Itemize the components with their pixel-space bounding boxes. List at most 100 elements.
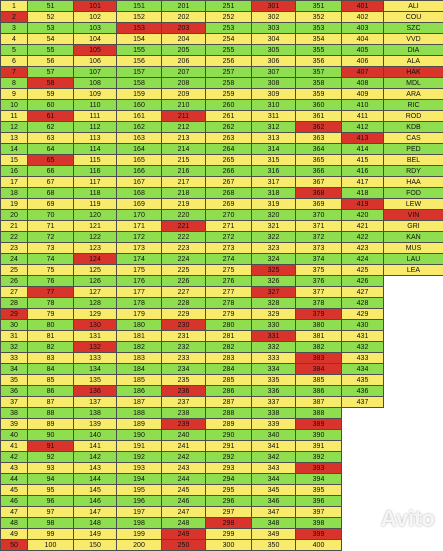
number-cell: 222 — [162, 232, 206, 243]
number-cell: 352 — [296, 12, 342, 23]
number-cell: 186 — [117, 386, 162, 397]
number-cell: 245 — [162, 485, 206, 496]
number-cell: 265 — [206, 155, 252, 166]
number-cell: 144 — [74, 474, 117, 485]
number-cell: 49 — [1, 529, 28, 540]
number-cell: 3 — [1, 23, 28, 34]
number-cell: 117 — [74, 177, 117, 188]
number-cell: 379 — [296, 309, 342, 320]
number-cell: 288 — [206, 408, 252, 419]
number-cell: 220 — [162, 210, 206, 221]
number-cell: 247 — [162, 507, 206, 518]
code-cell: LEW — [384, 199, 443, 210]
number-cell: 393 — [296, 463, 342, 474]
number-cell: 380 — [296, 320, 342, 331]
number-cell: 421 — [342, 221, 384, 232]
number-cell: 236 — [162, 386, 206, 397]
number-cell: 82 — [28, 342, 74, 353]
number-cell: 63 — [28, 133, 74, 144]
number-cell: 277 — [206, 287, 252, 298]
number-cell: 372 — [296, 232, 342, 243]
number-cell: 132 — [74, 342, 117, 353]
number-cell: 328 — [252, 298, 296, 309]
number-cell: 368 — [296, 188, 342, 199]
empty-cell — [384, 430, 443, 441]
number-cell: 157 — [117, 67, 162, 78]
number-cell: 152 — [117, 12, 162, 23]
number-cell: 165 — [117, 155, 162, 166]
number-cell: 134 — [74, 364, 117, 375]
number-cell: 200 — [117, 540, 162, 551]
number-cell: 188 — [117, 408, 162, 419]
number-cell: 412 — [342, 122, 384, 133]
number-cell: 260 — [206, 100, 252, 111]
number-cell: 149 — [74, 529, 117, 540]
number-cell: 94 — [28, 474, 74, 485]
number-cell: 405 — [342, 45, 384, 56]
number-cell: 283 — [206, 353, 252, 364]
number-cell: 61 — [28, 111, 74, 122]
avito-logo-icon — [357, 509, 377, 529]
number-cell: 300 — [206, 540, 252, 551]
number-cell: 60 — [28, 100, 74, 111]
number-cell: 25 — [1, 265, 28, 276]
number-cell: 365 — [296, 155, 342, 166]
number-cell: 208 — [162, 78, 206, 89]
number-cell: 115 — [74, 155, 117, 166]
number-cell: 183 — [117, 353, 162, 364]
number-cell: 337 — [252, 397, 296, 408]
number-cell: 376 — [296, 276, 342, 287]
number-cell: 109 — [74, 89, 117, 100]
number-cell: 172 — [117, 232, 162, 243]
number-cell: 64 — [28, 144, 74, 155]
number-cell: 378 — [296, 298, 342, 309]
number-cell: 175 — [117, 265, 162, 276]
number-cell: 232 — [162, 342, 206, 353]
number-cell: 255 — [206, 45, 252, 56]
number-cell: 358 — [296, 78, 342, 89]
number-cell: 41 — [1, 441, 28, 452]
number-cell: 155 — [117, 45, 162, 56]
number-cell: 427 — [342, 287, 384, 298]
number-cell: 263 — [206, 133, 252, 144]
number-cell: 261 — [206, 111, 252, 122]
number-cell: 197 — [117, 507, 162, 518]
number-cell: 347 — [252, 507, 296, 518]
number-cell: 398 — [296, 518, 342, 529]
number-cell: 312 — [252, 122, 296, 133]
number-cell: 44 — [1, 474, 28, 485]
number-cell: 226 — [162, 276, 206, 287]
number-cell: 270 — [206, 210, 252, 221]
code-cell: RIC — [384, 100, 443, 111]
number-cell: 7 — [1, 67, 28, 78]
number-cell: 209 — [162, 89, 206, 100]
number-cell: 201 — [162, 1, 206, 12]
number-cell: 323 — [252, 243, 296, 254]
number-cell: 242 — [162, 452, 206, 463]
empty-cell — [384, 463, 443, 474]
number-cell: 403 — [342, 23, 384, 34]
number-cell: 276 — [206, 276, 252, 287]
number-cell: 168 — [117, 188, 162, 199]
number-cell: 154 — [117, 34, 162, 45]
number-cell: 350 — [252, 540, 296, 551]
number-cell: 43 — [1, 463, 28, 474]
number-cell: 116 — [74, 166, 117, 177]
number-cell: 360 — [296, 100, 342, 111]
number-cell: 345 — [252, 485, 296, 496]
number-cell: 353 — [296, 23, 342, 34]
number-cell: 326 — [252, 276, 296, 287]
